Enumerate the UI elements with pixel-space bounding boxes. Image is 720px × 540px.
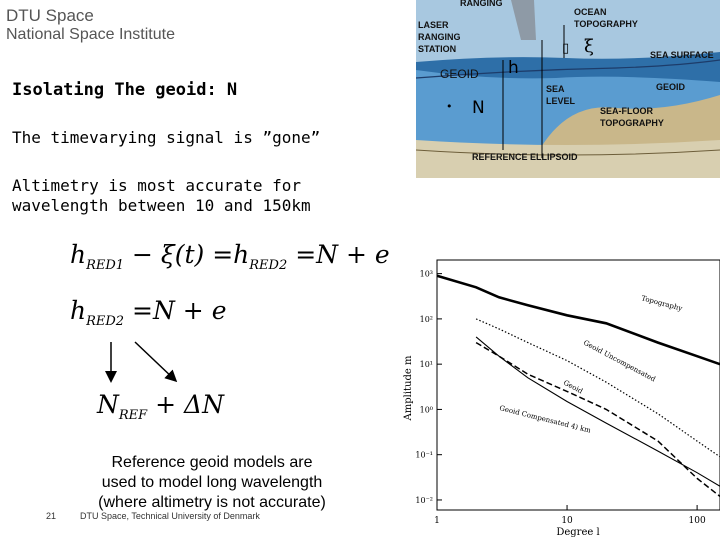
eq2-sub: RED2 [86, 314, 125, 329]
label-sea-floor: SEA-FLOOR [600, 106, 653, 116]
label-reference-ellipsoid: REFERENCE ELLIPSOID [472, 152, 578, 162]
x-tick-label: 10 [561, 516, 573, 526]
label-ranging: RANGING [460, 0, 503, 8]
altimetry-line-1: Altimetry is most accurate for [12, 176, 301, 195]
y-tick-label: 10⁰ [420, 405, 433, 414]
reference-geoid-text: Reference geoid models are used to model… [62, 453, 362, 513]
series-line-3 [475, 336, 720, 487]
label-geoid-right: GEOID [656, 82, 686, 92]
label-sea-surface: SEA SURFACE [650, 50, 714, 60]
logo-subtitle: National Space Institute [6, 26, 175, 43]
x-tick-label: 1 [434, 516, 440, 526]
altimetry-line-2: wavelength between 10 and 150km [12, 196, 311, 215]
equation-1: hRED1 − ξ(t) =hRED2 =N + e [70, 240, 390, 273]
equation-3: NREF + ΔN [97, 390, 224, 423]
label-station: STATION [418, 44, 456, 54]
eq1-h2: h [233, 240, 250, 269]
reference-line-1: Reference geoid models are [111, 454, 313, 471]
eq2-h: h [70, 296, 87, 325]
y-tick-label: 10² [420, 315, 433, 324]
eq1-rhs: =N + e [287, 240, 390, 269]
reference-line-2: used to model long wavelength [101, 474, 323, 491]
label-xi: ξ [584, 36, 594, 57]
plot-series [436, 274, 720, 497]
eq1-sub1: RED1 [86, 258, 125, 273]
label-level: LEVEL [546, 96, 576, 106]
derivation-arrows [105, 341, 178, 383]
label-ranging-2: RANGING [418, 32, 461, 42]
label-dot: • [446, 100, 453, 113]
y-tick-label: 10⁻¹ [415, 451, 433, 460]
equation-2: hRED2 =N + e [70, 296, 227, 329]
y-tick-label: 10¹ [420, 360, 433, 369]
plot-frame [436, 259, 720, 511]
geoid-diagram: RANGING LASER RANGING STATION OCEAN TOPO… [416, 0, 720, 178]
y-tick-label: 10³ [420, 270, 433, 279]
page-number: 21 [46, 511, 57, 521]
laser-beam [511, 0, 536, 40]
eq1-xi: − ξ(t) = [124, 240, 234, 269]
plot-ylabel: Amplitude m [403, 355, 414, 421]
label-topography: TOPOGRAPHY [574, 19, 638, 29]
geoid-line [416, 59, 720, 79]
label-topography-2: TOPOGRAPHY [600, 118, 664, 128]
label-n: N [472, 98, 485, 118]
arrow-diagonal [134, 341, 178, 383]
eq2-rhs: =N + e [124, 296, 227, 325]
slide-heading: Isolating The geoid: N [12, 80, 238, 100]
label-laser: LASER [418, 20, 449, 30]
timevarying-text: The timevarying signal is ”gone” [12, 128, 321, 147]
reference-line-3: (where altimetry is not accurate) [98, 494, 326, 511]
amplitude-degree-plot: 1 10 100 10³ 10² 10¹ 10⁰ 10⁻¹ 10⁻² Amplitude m D… [403, 259, 720, 538]
label-ocean: OCEAN [574, 7, 607, 17]
eq1-sub2: RED2 [249, 258, 288, 273]
label-h: h [508, 58, 519, 78]
eq3-rhs: + ΔN [147, 390, 224, 419]
geoid-diagram-svg: RANGING LASER RANGING STATION OCEAN TOPO… [416, 0, 720, 178]
x-tick-label: 100 [689, 516, 706, 526]
footer-institution: DTU Space, Technical University of Denma… [80, 511, 260, 521]
series-line-0 [436, 274, 720, 366]
eq1-h1: h [70, 240, 87, 269]
plot-ticks: 1 10 100 10³ 10² 10¹ 10⁰ 10⁻¹ 10⁻² [415, 270, 706, 526]
reference-ellipsoid-line [416, 149, 720, 156]
series-line-1 [475, 318, 720, 458]
eq3-n: N [97, 390, 119, 419]
diagram-ellipsoid-band [416, 140, 720, 178]
altimetry-text: Altimetry is most accurate for wavelengt… [12, 176, 311, 216]
logo-dtu-space: DTU Space [6, 6, 94, 25]
label-box: ▯ [562, 41, 569, 56]
label-sea: SEA [546, 84, 565, 94]
label-geoid-left: GEOID [440, 67, 479, 81]
plot-xlabel: Degree l [556, 527, 599, 538]
y-tick-label: 10⁻² [415, 496, 433, 505]
eq3-sub: REF [118, 408, 148, 423]
